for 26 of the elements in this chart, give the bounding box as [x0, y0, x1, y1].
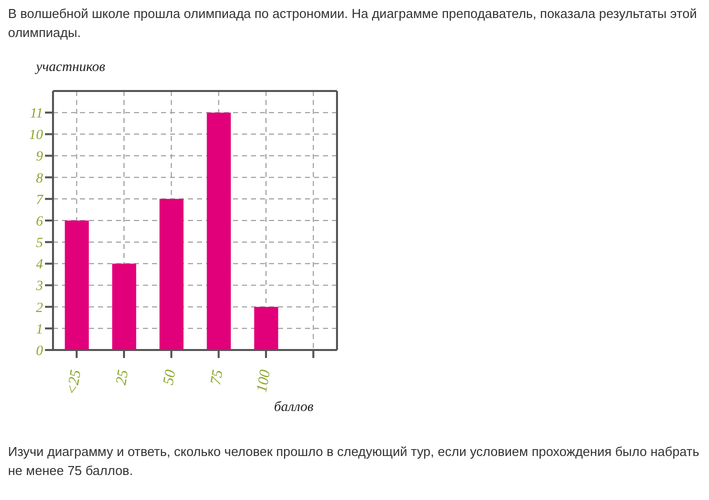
- y-axis-title: участников: [36, 60, 106, 77]
- y-tick-label: 8: [36, 171, 43, 186]
- chart-title: В волшебной школе прошла олимпиада по астрономии. На диаграмме преподаватель, показала результаты этой олимпиады.: [8, 5, 698, 42]
- x-tick-label: <25: [64, 368, 85, 396]
- y-tick-label: 5: [36, 236, 43, 252]
- y-tick-label: 10: [29, 128, 43, 144]
- y-tick-label: 0: [36, 344, 43, 359]
- y-tick-label: 4: [36, 258, 43, 273]
- text: Изучи диаграмму и ответь, сколько человек прошло в следующий тур, если условием прохождения было набрать не менее 75 баллов.: [8, 443, 700, 480]
- y-tick-label: 6: [36, 214, 43, 230]
- bar: [206, 112, 231, 350]
- x-tick-label: 100: [254, 368, 274, 394]
- y-tick-label: 9: [36, 150, 43, 165]
- bar: [64, 220, 89, 350]
- x-tick-label: 75: [208, 368, 227, 386]
- bar: [112, 264, 136, 350]
- bar: [254, 306, 278, 350]
- x-tick-label: 25: [114, 368, 132, 386]
- y-tick-label: 3: [35, 279, 43, 294]
- y-tick-label: 1: [36, 322, 43, 338]
- bar: [160, 198, 184, 350]
- x-axis-title: баллов: [274, 400, 314, 416]
- y-tick-label: 7: [36, 192, 44, 208]
- y-tick-label: 11: [30, 106, 43, 122]
- y-tick-label: 2: [36, 300, 43, 316]
- x-tick-label: 50: [160, 368, 180, 386]
